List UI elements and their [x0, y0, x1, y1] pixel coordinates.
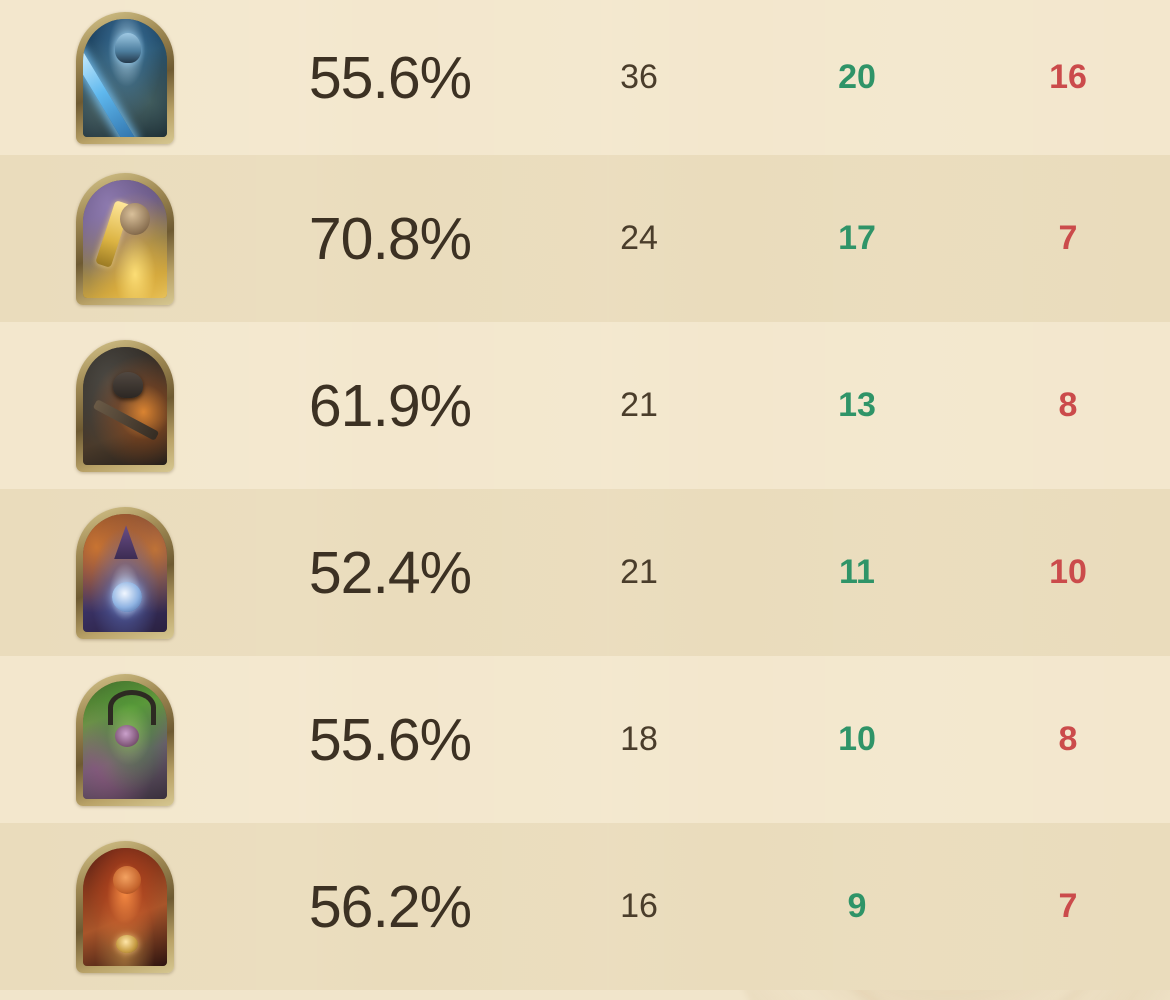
warrior-hero-portrait[interactable]	[76, 339, 174, 472]
losses-value: 10	[1049, 553, 1087, 591]
hero-portrait-cell[interactable]	[0, 11, 250, 144]
demon-hunter-hero-portrait[interactable]	[76, 673, 174, 806]
portrait-artwork	[83, 179, 167, 298]
winrate-value: 56.2%	[308, 873, 472, 940]
losses-value: 7	[1058, 887, 1078, 925]
portrait-inner	[83, 513, 167, 632]
wins-value: 20	[838, 58, 876, 96]
winrate-value: 52.4%	[308, 539, 472, 606]
winrate-value: 70.8%	[308, 205, 472, 272]
portrait-artwork	[83, 346, 167, 465]
paladin-hero-portrait[interactable]	[76, 172, 174, 305]
portrait-artwork	[83, 18, 167, 137]
mage-hero-portrait[interactable]	[76, 506, 174, 639]
portrait-inner	[83, 680, 167, 799]
games-played-value: 21	[620, 386, 658, 424]
games-played-value: 36	[620, 58, 658, 96]
losses-value: 7	[1058, 219, 1078, 257]
portrait-artwork	[83, 513, 167, 632]
portrait-inner	[83, 847, 167, 966]
table-row[interactable]: 55.6% 18 10 8	[0, 656, 1170, 823]
portrait-inner	[83, 18, 167, 137]
death-knight-hero-portrait[interactable]	[76, 11, 174, 144]
hero-portrait-cell[interactable]	[0, 673, 250, 806]
hero-portrait-cell[interactable]	[0, 840, 250, 973]
games-played-value: 21	[620, 553, 658, 591]
hero-portrait-cell[interactable]	[0, 506, 250, 639]
winrate-value: 55.6%	[308, 706, 472, 773]
losses-value: 16	[1049, 58, 1087, 96]
table-row[interactable]: 61.9% 21 13 8	[0, 322, 1170, 489]
losses-value: 8	[1058, 386, 1078, 424]
portrait-inner	[83, 346, 167, 465]
hero-portrait-cell[interactable]	[0, 339, 250, 472]
table-row[interactable]: 70.8% 24 17 7	[0, 155, 1170, 322]
orc-warrior-hero-portrait[interactable]	[76, 840, 174, 973]
table-row[interactable]: 52.4% 21 11 10	[0, 489, 1170, 656]
wins-value: 11	[839, 553, 875, 591]
portrait-artwork	[83, 847, 167, 966]
wins-value: 9	[847, 887, 867, 925]
table-row[interactable]: 55.6% 36 20 16	[0, 0, 1170, 155]
losses-value: 8	[1058, 720, 1078, 758]
games-played-value: 16	[620, 887, 658, 925]
wins-value: 17	[838, 219, 876, 257]
wins-value: 10	[838, 720, 876, 758]
games-played-value: 24	[620, 219, 658, 257]
winrate-value: 61.9%	[308, 372, 472, 439]
hero-portrait-cell[interactable]	[0, 172, 250, 305]
table-row[interactable]: 56.2% 16 9 7	[0, 823, 1170, 990]
portrait-inner	[83, 179, 167, 298]
winrate-value: 55.6%	[308, 44, 472, 111]
portrait-artwork	[83, 680, 167, 799]
games-played-value: 18	[620, 720, 658, 758]
wins-value: 13	[838, 386, 876, 424]
